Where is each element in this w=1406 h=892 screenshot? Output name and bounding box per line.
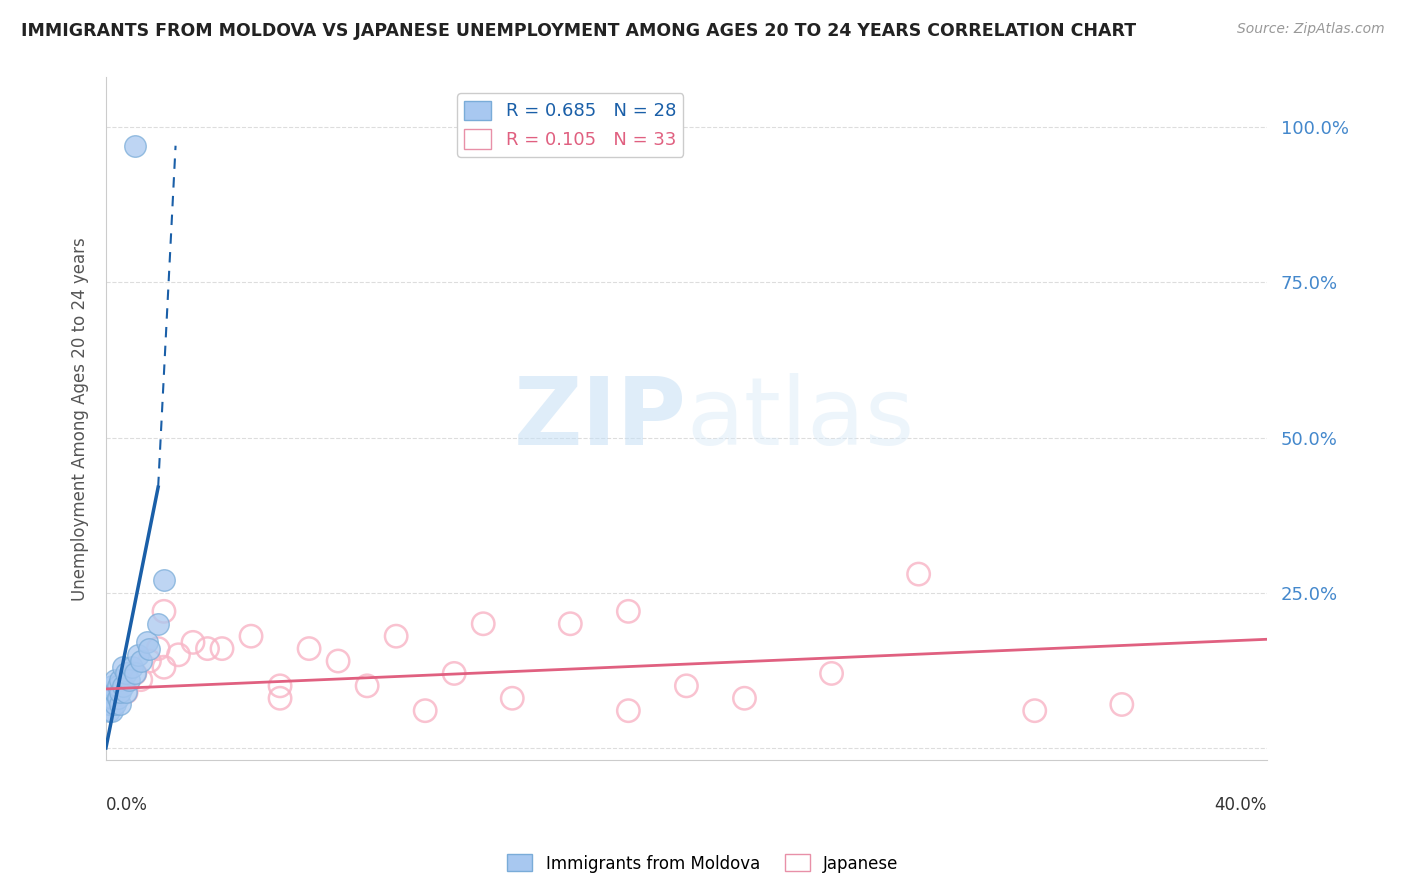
Point: [269, 691, 291, 706]
Point: [104, 691, 127, 706]
Point: [181, 635, 204, 649]
Point: [501, 691, 523, 706]
Point: [146, 641, 169, 656]
Point: [413, 704, 436, 718]
Point: [118, 673, 141, 687]
Point: [97, 698, 120, 712]
Point: [104, 685, 127, 699]
Point: [385, 629, 408, 643]
Point: [115, 666, 138, 681]
Point: [138, 641, 160, 656]
Point: [211, 641, 233, 656]
Point: [907, 567, 929, 582]
Point: [110, 698, 132, 712]
Point: [100, 679, 122, 693]
Point: [153, 574, 176, 588]
Point: [560, 616, 582, 631]
Point: [1111, 698, 1133, 712]
Point: [269, 679, 291, 693]
Point: [146, 616, 169, 631]
Point: [617, 604, 640, 618]
Point: [107, 679, 129, 693]
Point: [356, 679, 378, 693]
Text: atlas: atlas: [686, 373, 915, 465]
Point: [1024, 704, 1046, 718]
Text: ZIP: ZIP: [513, 373, 686, 465]
Point: [97, 691, 120, 706]
Point: [112, 679, 135, 693]
Point: [129, 654, 152, 668]
Text: 40.0%: 40.0%: [1215, 797, 1267, 814]
Legend: R = 0.685   N = 28, R = 0.105   N = 33: R = 0.685 N = 28, R = 0.105 N = 33: [457, 94, 683, 157]
Point: [110, 685, 132, 699]
Point: [107, 691, 129, 706]
Point: [104, 673, 127, 687]
Point: [129, 673, 152, 687]
Text: 0.0%: 0.0%: [105, 797, 148, 814]
Point: [733, 691, 755, 706]
Point: [326, 654, 349, 668]
Point: [298, 641, 321, 656]
Point: [197, 641, 219, 656]
Point: [127, 648, 149, 662]
Point: [124, 666, 146, 681]
Point: [115, 685, 138, 699]
Y-axis label: Unemployment Among Ages 20 to 24 years: Unemployment Among Ages 20 to 24 years: [72, 237, 89, 601]
Point: [153, 660, 176, 674]
Point: [820, 666, 842, 681]
Point: [135, 635, 157, 649]
Point: [138, 654, 160, 668]
Point: [115, 685, 138, 699]
Point: [100, 691, 122, 706]
Point: [443, 666, 465, 681]
Point: [124, 138, 146, 153]
Point: [97, 704, 120, 718]
Point: [124, 666, 146, 681]
Point: [240, 629, 263, 643]
Point: [110, 673, 132, 687]
Legend: Immigrants from Moldova, Japanese: Immigrants from Moldova, Japanese: [501, 847, 905, 880]
Point: [675, 679, 697, 693]
Point: [121, 660, 143, 674]
Point: [472, 616, 495, 631]
Point: [100, 704, 122, 718]
Point: [617, 704, 640, 718]
Point: [110, 679, 132, 693]
Point: [153, 604, 176, 618]
Text: Source: ZipAtlas.com: Source: ZipAtlas.com: [1237, 22, 1385, 37]
Point: [104, 698, 127, 712]
Point: [112, 660, 135, 674]
Point: [167, 648, 190, 662]
Text: IMMIGRANTS FROM MOLDOVA VS JAPANESE UNEMPLOYMENT AMONG AGES 20 TO 24 YEARS CORRE: IMMIGRANTS FROM MOLDOVA VS JAPANESE UNEM…: [21, 22, 1136, 40]
